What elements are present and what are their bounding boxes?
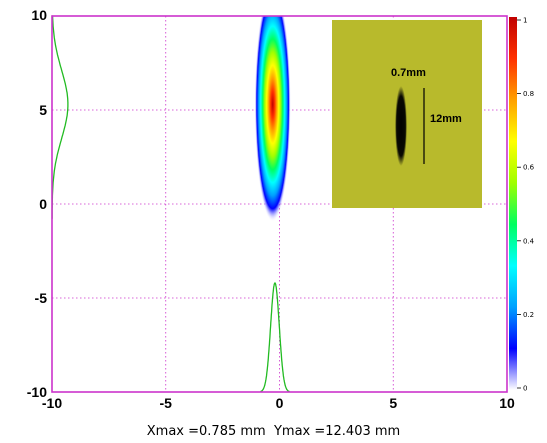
colorbar-tick-label: 0.4 <box>523 237 535 245</box>
colorbar-tick-label: 0.8 <box>523 90 534 98</box>
x-tick-label: -10 <box>42 395 62 411</box>
x-tick-label: 0 <box>276 395 284 411</box>
colorbar-tick-label: 1 <box>523 17 527 25</box>
colorbar-ticks: 1 0.8 0.6 0.4 0.2 0 <box>517 17 535 393</box>
x-tick-label: -5 <box>160 395 173 411</box>
y-tick-label: -5 <box>35 290 48 306</box>
profile-curves <box>51 15 290 393</box>
intensity-spot-layer <box>254 16 291 222</box>
x-tick-labels: -10 -5 0 5 10 <box>42 395 515 411</box>
colorbar-gradient <box>509 17 517 390</box>
y-tick-label: 0 <box>39 196 47 212</box>
inset-width-label: 0.7mm <box>391 67 426 79</box>
colorbar-tick-label: 0.2 <box>523 311 534 319</box>
inset-photo: 0.7mm 12mm <box>332 20 482 208</box>
ymax-readout: Ymax =12.403 mm <box>273 424 401 439</box>
inset-spot <box>395 86 407 166</box>
y-tick-label: 10 <box>31 7 47 23</box>
inset-background <box>332 20 482 208</box>
y-profile-curve <box>51 15 69 219</box>
plot-frame <box>51 15 508 393</box>
colorbar: 1 0.8 0.6 0.4 0.2 0 <box>509 17 535 393</box>
colorbar-tick-label: 0.6 <box>523 164 535 172</box>
x-tick-label: 5 <box>389 395 397 411</box>
max-readout: Xmax =0.785 mm Ymax =12.403 mm <box>0 424 547 439</box>
y-tick-label: -10 <box>27 384 47 400</box>
xmax-readout: Xmax =0.785 mm <box>146 424 266 439</box>
colorbar-tick-label: 0 <box>523 385 527 393</box>
y-tick-labels: 10 5 0 -5 -10 <box>27 7 47 400</box>
inset-height-label: 12mm <box>430 113 462 125</box>
y-tick-label: 5 <box>39 102 47 118</box>
x-profile-curve <box>260 282 290 393</box>
intensity-spot <box>254 16 291 222</box>
x-tick-label: 10 <box>499 395 515 411</box>
